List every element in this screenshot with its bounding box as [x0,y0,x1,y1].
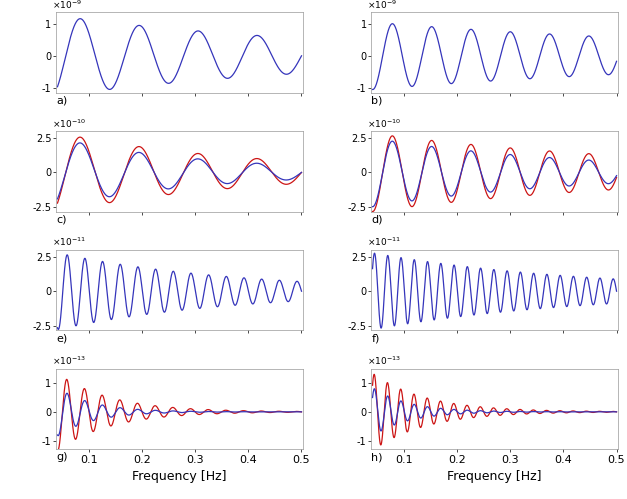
Text: $\times10^{-11}$: $\times10^{-11}$ [51,236,85,249]
Text: $\times10^{-9}$: $\times10^{-9}$ [51,0,82,11]
Text: c): c) [56,215,67,225]
Text: b): b) [371,96,383,106]
Text: f): f) [371,333,380,343]
X-axis label: Frequency [Hz]: Frequency [Hz] [447,470,542,483]
Text: a): a) [56,96,68,106]
Text: $\times10^{-11}$: $\times10^{-11}$ [367,236,401,249]
X-axis label: Frequency [Hz]: Frequency [Hz] [132,470,227,483]
Text: $\times10^{-10}$: $\times10^{-10}$ [367,117,401,130]
Text: d): d) [371,215,383,225]
Text: $\times10^{-13}$: $\times10^{-13}$ [367,355,401,367]
Text: $\times10^{-9}$: $\times10^{-9}$ [367,0,396,11]
Text: e): e) [56,333,68,343]
Text: $\times10^{-10}$: $\times10^{-10}$ [51,117,85,130]
Text: h): h) [371,452,383,462]
Text: $\times10^{-13}$: $\times10^{-13}$ [51,355,85,367]
Text: g): g) [56,452,68,462]
